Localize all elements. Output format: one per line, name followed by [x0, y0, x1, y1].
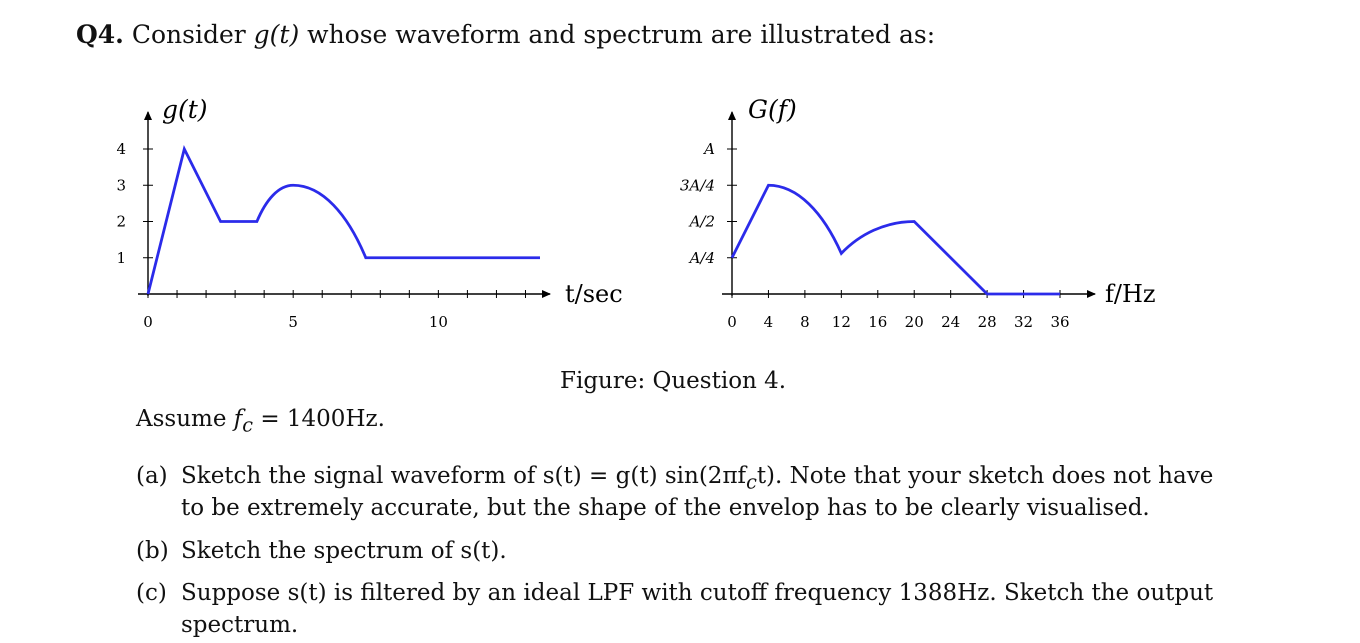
part-a-sub: c — [746, 470, 757, 494]
figure-caption: Figure: Question 4. — [560, 368, 787, 394]
x-tick-label: 0 — [143, 313, 153, 331]
G-f-chart: 0 4 8 12 16 20 24 28 32 36 A/4 A/2 3A/4 A G(f) f/Hz — [680, 95, 1156, 331]
x-tick-label: 28 — [978, 313, 997, 331]
x-tick-label: 10 — [429, 313, 448, 331]
x-tick-label: 12 — [832, 313, 851, 331]
x-tick-label: 24 — [941, 313, 960, 331]
part-c-line-2: spectrum. — [181, 612, 299, 638]
g-t-chart: 0 5 10 1 2 3 4 g(t) t/sec — [116, 95, 622, 331]
series-line — [730, 183, 1060, 296]
y-tick-label: 4 — [116, 140, 126, 158]
part-c-label: (c) — [136, 580, 167, 606]
x-tick-label: 16 — [868, 313, 887, 331]
x-axis-label: t/sec — [565, 280, 623, 308]
assume-value: = 1400Hz. — [260, 406, 385, 432]
x-tick-label: 20 — [905, 313, 924, 331]
assumption-line: Assume fc = 1400Hz. — [136, 406, 385, 437]
x-tick-label: 5 — [288, 313, 298, 331]
part-c: (c) Suppose s(t) is filtered by an ideal … — [136, 577, 1213, 610]
y-tick-label: 2 — [116, 213, 126, 231]
series-line — [146, 144, 540, 295]
y-tick-label: A/2 — [688, 213, 715, 231]
assume-prefix: Assume — [136, 406, 227, 432]
part-b: (b) Sketch the spectrum of s(t). — [136, 535, 507, 568]
g-symbol: g(t) — [253, 20, 300, 49]
part-c-text-1: Suppose s(t) is filtered by an ideal LPF… — [181, 580, 1214, 606]
part-a-text-1: Sketch the signal waveform of s(t) = g(t… — [181, 463, 747, 489]
x-tick-label: 36 — [1050, 313, 1069, 331]
question-number: Q4. — [76, 20, 124, 49]
x-tick-label: 0 — [727, 313, 737, 331]
part-a: (a) Sketch the signal waveform of s(t) = … — [136, 460, 1213, 499]
part-b-text: Sketch the spectrum of s(t). — [181, 538, 507, 564]
y-axis-label: G(f) — [748, 95, 797, 124]
fc-subscript: c — [242, 413, 254, 437]
y-tick-label: A/4 — [688, 249, 715, 267]
question-title: Q4. Consider g(t) whose waveform and spe… — [76, 20, 935, 49]
y-axis-label: g(t) — [162, 95, 208, 124]
part-a-line-2: to be extremely accurate, but the shape … — [181, 495, 1150, 521]
x-tick-label: 4 — [764, 313, 774, 331]
question-intro-suffix: whose waveform and spectrum are illustra… — [307, 20, 936, 49]
y-tick-label: 1 — [116, 249, 126, 267]
part-a-text-1-end: t). Note that your sketch does not have — [756, 463, 1214, 489]
part-b-label: (b) — [136, 538, 169, 564]
question-intro-prefix: Consider — [131, 20, 246, 49]
fc-symbol: f — [233, 406, 243, 432]
y-tick-label: A — [702, 140, 715, 158]
y-tick-label: 3 — [116, 176, 126, 194]
x-tick-label: 8 — [800, 313, 810, 331]
x-tick-label: 32 — [1014, 313, 1033, 331]
part-a-label: (a) — [136, 463, 168, 489]
y-tick-label: 3A/4 — [680, 176, 715, 194]
x-axis-label: f/Hz — [1105, 280, 1156, 308]
